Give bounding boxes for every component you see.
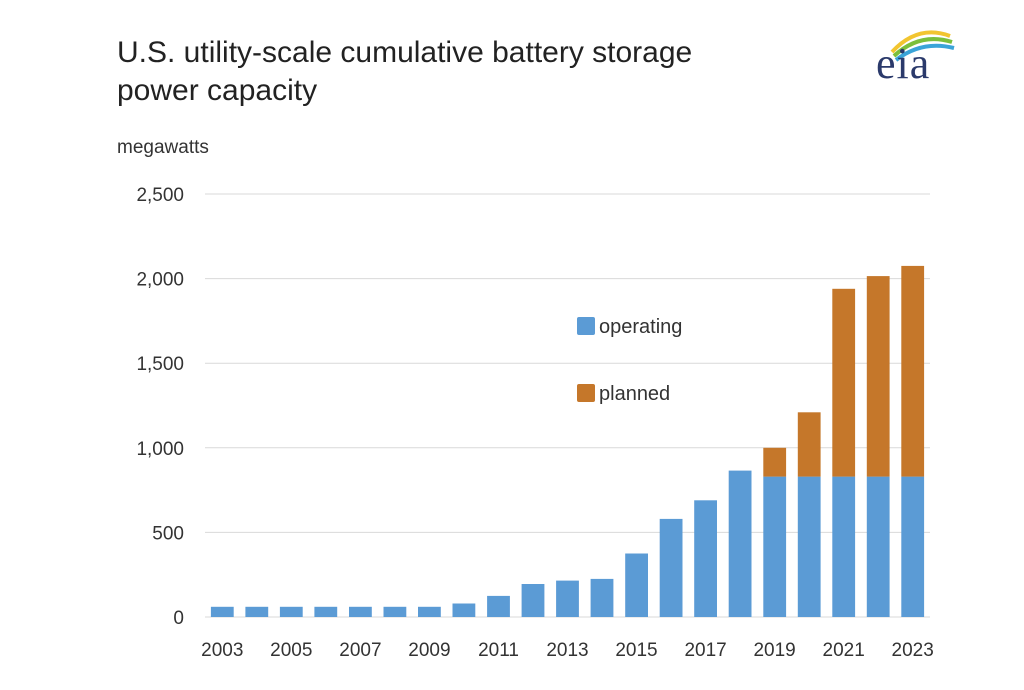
y-axis-unit-label: megawatts xyxy=(117,137,209,158)
x-tick-label: 2015 xyxy=(615,640,657,661)
logo-arc-green xyxy=(892,37,953,58)
bar-operating-2021 xyxy=(832,476,856,617)
x-tick-label: 2009 xyxy=(408,640,450,661)
x-tick-label: 2021 xyxy=(823,640,865,661)
y-tick-label: 0 xyxy=(173,608,184,629)
bar-planned-2019 xyxy=(763,447,787,477)
y-tick-labels: 0 500 1,000 1,500 2,000 2,500 xyxy=(136,185,184,629)
y-tick-label: 2,500 xyxy=(136,185,184,206)
y-tick-label: 500 xyxy=(152,523,184,544)
bar-operating-2011 xyxy=(487,595,510,617)
bar-operating-2015 xyxy=(625,553,648,617)
bar-operating-2004 xyxy=(245,606,269,617)
bar-operating-2018 xyxy=(728,470,752,617)
x-tick-label: 2023 xyxy=(892,640,934,661)
x-tick-label: 2017 xyxy=(684,640,726,661)
bar-operating-2008 xyxy=(383,606,407,617)
bar-operating-2016 xyxy=(659,518,683,617)
bar-operating-2020 xyxy=(797,476,821,617)
bar-operating-2022 xyxy=(866,476,890,617)
chart-title-line-1: U.S. utility-scale cumulative battery st… xyxy=(117,36,693,69)
legend-item-operating: operating xyxy=(577,316,682,339)
legend-label: planned xyxy=(599,383,671,405)
logo-arc-blue xyxy=(894,43,955,62)
y-tick-label: 1,000 xyxy=(136,439,184,460)
eia-logo-arcs xyxy=(890,30,955,62)
legend-label: operating xyxy=(599,316,683,338)
y-tick-label: 2,000 xyxy=(136,270,184,291)
gridlines xyxy=(205,193,930,618)
x-tick-label: 2013 xyxy=(546,640,588,661)
x-tick-labels: 2003 2005 2007 2009 2011 2013 2015 2017 2019 2021… xyxy=(201,640,934,661)
bar-operating-2007 xyxy=(349,606,372,617)
bar-planned-2021 xyxy=(832,288,856,477)
logo-arc-yellow xyxy=(890,30,951,54)
bar-operating-2005 xyxy=(279,606,303,617)
bar-operating-2006 xyxy=(314,606,338,617)
bar-operating-2013 xyxy=(556,580,579,617)
bar-operating-2023 xyxy=(901,476,925,617)
bars xyxy=(210,265,925,617)
x-tick-label: 2007 xyxy=(339,640,381,661)
bar-operating-2012 xyxy=(521,584,545,617)
y-tick-label: 1,500 xyxy=(136,354,184,375)
bar-operating-2009 xyxy=(418,606,441,617)
legend-item-planned: planned xyxy=(577,383,670,406)
chart-title: U.S. utility-scale cumulative battery st… xyxy=(117,34,837,110)
bar-operating-2019 xyxy=(763,476,787,617)
bar-operating-2017 xyxy=(694,500,717,617)
bar-operating-2003 xyxy=(210,606,234,617)
legend-swatch xyxy=(577,317,595,335)
legend-swatch xyxy=(577,384,595,402)
bar-planned-2020 xyxy=(797,412,821,477)
eia-logo: eia xyxy=(876,39,931,88)
x-tick-label: 2019 xyxy=(753,640,795,661)
bar-planned-2022 xyxy=(866,276,890,477)
chart-subtitle: power capacity xyxy=(117,74,318,107)
x-tick-label: 2003 xyxy=(201,640,243,661)
bar-operating-2014 xyxy=(590,578,614,617)
x-tick-label: 2005 xyxy=(270,640,312,661)
x-tick-label: 2011 xyxy=(478,640,519,661)
bar-planned-2023 xyxy=(901,265,925,477)
bar-operating-2010 xyxy=(452,603,476,617)
